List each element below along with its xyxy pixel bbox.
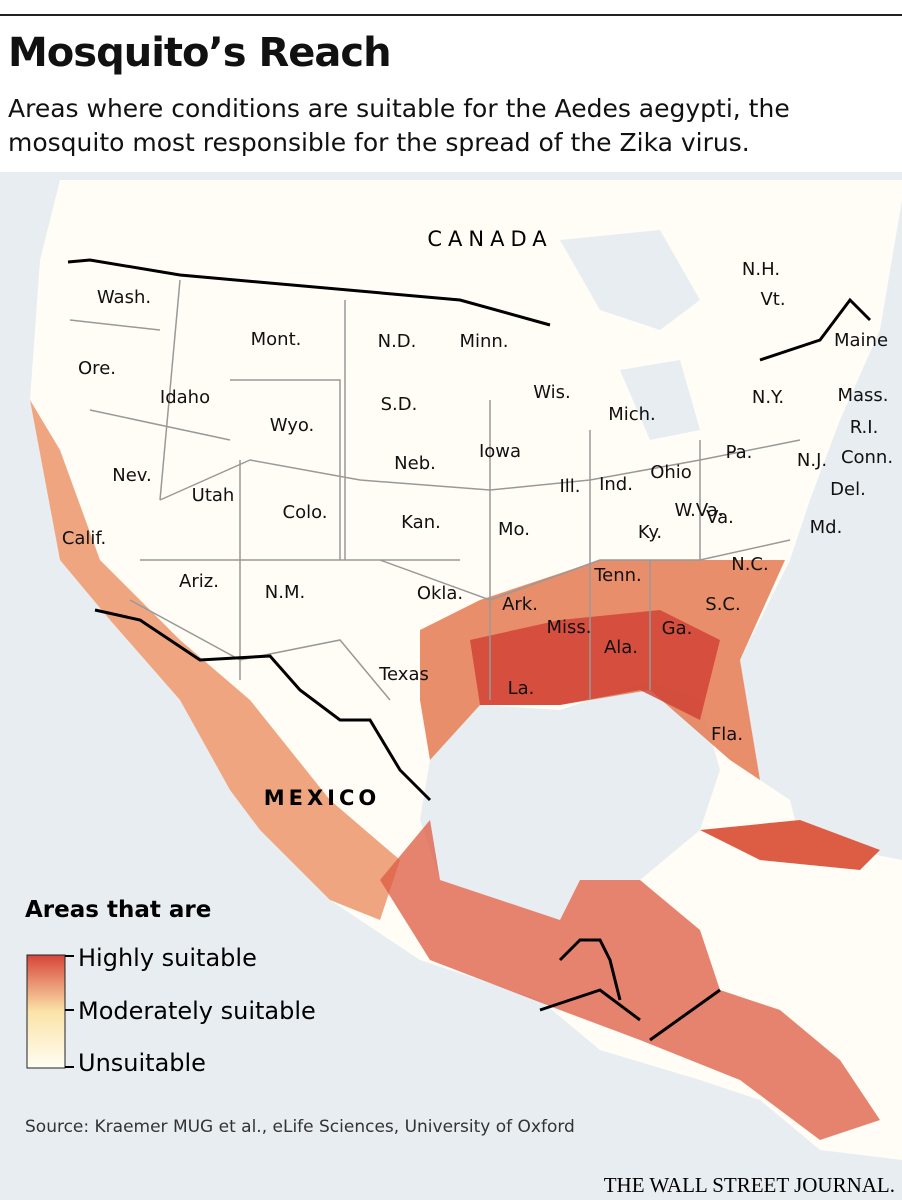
state-label: Mo.	[498, 519, 530, 540]
pacific	[0, 180, 902, 1200]
state-label: Miss.	[546, 617, 591, 638]
state-label: Ga.	[662, 618, 693, 639]
state-label: Wash.	[97, 287, 151, 308]
top-rule	[0, 14, 902, 16]
state-label: Idaho	[160, 387, 210, 408]
state-label: Tenn.	[593, 565, 642, 586]
state-label: Neb.	[394, 453, 436, 474]
state-label: Conn.	[841, 447, 893, 468]
caribbean	[700, 820, 880, 870]
state-label: Mich.	[608, 404, 656, 425]
state-label: Md.	[810, 517, 843, 538]
legend-title: Areas that are	[25, 897, 211, 923]
highly-suitable-area	[470, 610, 720, 720]
state-label: Wis.	[533, 382, 571, 403]
subtitle: Areas where conditions are suitable for …	[8, 92, 790, 160]
legend-ticks	[65, 955, 74, 1068]
state-label: Ark.	[502, 594, 538, 615]
state-label: Wyo.	[270, 415, 315, 436]
state-label: S.C.	[705, 594, 740, 615]
state-label: Colo.	[283, 502, 328, 523]
state-label: Ariz.	[179, 571, 219, 592]
legend-label: Highly suitable	[78, 944, 257, 972]
state-label: Texas	[378, 664, 429, 685]
state-label: N.Y.	[752, 387, 784, 408]
state-label: W.Va.	[674, 500, 723, 521]
state-label: Ohio	[650, 462, 692, 483]
state-label: Okla.	[417, 583, 463, 604]
state-label: Ky.	[638, 522, 662, 543]
state-label: Mont.	[251, 329, 302, 350]
state-borders	[69, 279, 801, 701]
state-label: Calif.	[62, 528, 106, 549]
state-label: Ore.	[78, 358, 116, 379]
lakes	[620, 360, 700, 440]
state-label: Ind.	[599, 474, 633, 495]
country-label: CANADA	[427, 227, 552, 251]
state-label: Ala.	[604, 637, 638, 658]
legend-ramp	[26, 954, 66, 1069]
state-label: N.D.	[378, 331, 417, 352]
credit: THE WALL STREET JOURNAL.	[604, 1173, 895, 1197]
country-label: MEXICO	[264, 786, 381, 810]
subtitle-line: mosquito most responsible for the spread…	[8, 128, 750, 157]
state-label: N.M.	[265, 582, 305, 603]
state-label: Maine	[834, 330, 888, 351]
state-label: Fla.	[711, 724, 743, 745]
state-label: N.H.	[742, 259, 780, 280]
state-label: Minn.	[459, 331, 508, 352]
borders	[67, 258, 872, 1042]
title: Mosquito’s Reach	[8, 30, 392, 76]
legend-label: Unsuitable	[78, 1049, 206, 1077]
water	[0, 172, 902, 180]
state-label: Iowa	[479, 441, 521, 462]
lakes	[560, 230, 700, 330]
subtitle-line: Areas where conditions are suitable for …	[8, 94, 790, 123]
state-label: Ill.	[559, 476, 580, 497]
suitable-area	[380, 820, 880, 1140]
state-label: Mass.	[837, 385, 888, 406]
state-label: S.D.	[381, 394, 418, 415]
state-label: N.C.	[731, 554, 768, 575]
state-label: Vt.	[760, 289, 785, 310]
state-label: Nev.	[112, 465, 152, 486]
state-label: La.	[508, 678, 535, 699]
state-label: Kan.	[401, 512, 441, 533]
source: Source: Kraemer MUG et al., eLife Scienc…	[25, 1117, 575, 1137]
state-label: Del.	[830, 479, 866, 500]
legend-label: Moderately suitable	[78, 997, 316, 1025]
state-label: Va.	[706, 507, 734, 528]
gulf	[420, 680, 720, 920]
state-label: N.J.	[797, 450, 827, 471]
state-label: Pa.	[726, 442, 753, 463]
state-label: R.I.	[850, 417, 879, 438]
state-label: Utah	[192, 485, 235, 506]
atlantic	[740, 200, 902, 860]
suitable-area	[30, 400, 400, 920]
